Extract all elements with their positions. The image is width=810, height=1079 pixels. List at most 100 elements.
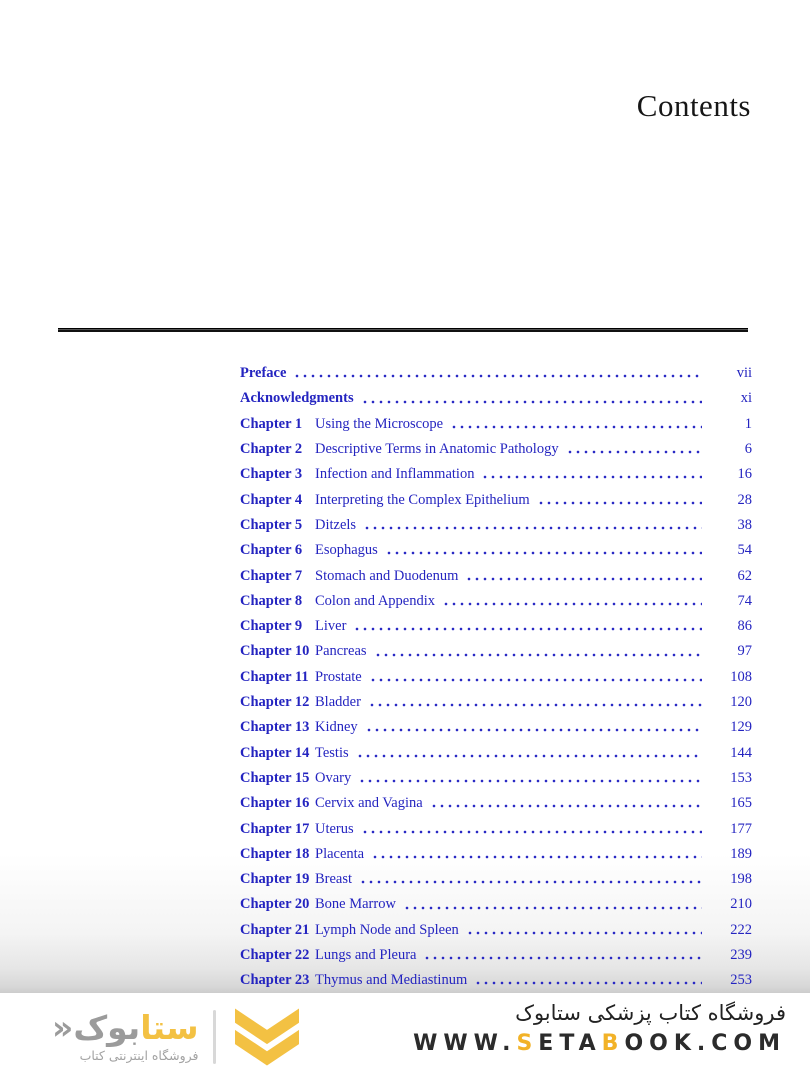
toc-entry: Chapter 20 Bone Marrow 210	[240, 888, 752, 913]
toc-entry-label: Chapter 12	[240, 694, 310, 711]
toc-entry-title: Testis	[315, 744, 349, 761]
toc-entry-label: Chapter 4	[240, 491, 303, 508]
toc-entry: Chapter 11 Prostate 108	[240, 661, 752, 686]
toc-entry-page-number: 74	[737, 592, 753, 609]
toc-entry-label: Chapter 15	[240, 769, 310, 786]
toc-entry: Chapter 18 Placenta 189	[240, 838, 752, 863]
toc-list: Preface vii Acknowledgments xi Chapter 1 Usin…	[240, 357, 752, 989]
dot-leader	[360, 829, 702, 834]
dot-leader	[402, 905, 702, 910]
toc-entry-title: Colon and Appendix	[315, 592, 436, 609]
toc-entry: Chapter 17 Uterus 177	[240, 812, 752, 837]
dot-leader	[465, 576, 702, 581]
url-part: ETA	[538, 1031, 602, 1056]
toc-entry-label: Chapter 2	[240, 441, 303, 458]
toc-entry-page-number: 54	[737, 542, 753, 559]
toc-entry: Chapter 16 Cervix and Vagina 165	[240, 787, 752, 812]
toc-entry-title: Stomach and Duodenum	[315, 567, 459, 584]
toc-entry-label: Chapter 7	[240, 567, 303, 584]
toc-entry-label: Chapter 21	[240, 921, 310, 938]
toc-entry-page-number: 108	[730, 668, 752, 685]
dot-leader	[423, 956, 702, 961]
toc-entry-page-number: 62	[737, 567, 753, 584]
toc-entry: Chapter 3 Infection and Inflammation 16	[240, 458, 752, 483]
toc-entry-title: Liver	[315, 618, 347, 635]
logo-divider	[212, 1010, 216, 1064]
store-name: فروشگاه کتاب پزشکی ستابوک	[515, 1001, 786, 1025]
toc-entry-title: Kidney	[315, 719, 358, 736]
dot-leader	[368, 677, 702, 682]
dot-leader	[565, 450, 702, 455]
toc-entry-page-number: 222	[730, 921, 752, 938]
toc-entry-label: Chapter 6	[240, 542, 303, 559]
dot-leader	[353, 627, 702, 632]
toc-entry-label: Chapter 17	[240, 820, 310, 837]
dot-leader	[363, 526, 702, 531]
toc-entry-label: Chapter 18	[240, 845, 310, 862]
toc-entry-page-number: xi	[740, 390, 752, 407]
toc-entry-label: Chapter 13	[240, 719, 310, 736]
dot-leader	[474, 981, 702, 986]
dot-leader	[536, 500, 702, 505]
dot-leader	[373, 652, 702, 657]
url-part: OOK.COM	[624, 1031, 786, 1056]
toc-entry-page-number: 28	[737, 491, 753, 508]
toc-entry-page-number: 144	[730, 744, 752, 761]
toc-entry: Chapter 2 Descriptive Terms in Anatomic P…	[240, 433, 752, 458]
toc-entry-label: Chapter 1	[240, 415, 303, 432]
toc-entry: Chapter 23 Thymus and Mediastinum 253	[240, 964, 752, 989]
toc-entry-label: Acknowledgments	[240, 390, 354, 407]
toc-entry-page-number: 177	[730, 820, 752, 837]
toc-entry-label: Preface	[240, 365, 287, 382]
toc-entry-label: Chapter 8	[240, 592, 303, 609]
toc-entry-page-number: vii	[736, 365, 752, 382]
toc-entry: Chapter 13 Kidney 129	[240, 711, 752, 736]
setabook-chevron-icon	[234, 1008, 299, 1066]
setabook-logo[interactable]: ستابوک« فروشگاه اینترنتی کتاب	[52, 1005, 306, 1069]
toc-entry-title: Esophagus	[315, 542, 378, 559]
toc-entry-page-number: 253	[730, 972, 752, 989]
toc-entry-title: Prostate	[315, 668, 362, 685]
toc-entry: Chapter 21 Lymph Node and Spleen 222	[240, 914, 752, 939]
website-url[interactable]: WWW.SETABOOK.COM	[413, 1031, 786, 1056]
toc-entry-title: Descriptive Terms in Anatomic Pathology	[315, 441, 559, 458]
toc-entry: Chapter 1 Using the Microscope 1	[240, 408, 752, 433]
dot-leader	[442, 601, 702, 606]
scanned-page: Contents Preface vii Acknowledgments xi Chap…	[0, 0, 810, 993]
logo-wordmark-gray-part: بوک	[73, 1008, 141, 1048]
dot-leader	[355, 753, 702, 758]
toc-entry-label: Chapter 22	[240, 947, 310, 963]
toc-entry: Preface vii	[240, 357, 752, 382]
dot-leader	[481, 475, 702, 480]
toc-entry: Chapter 15 Ovary 153	[240, 762, 752, 787]
dot-leader	[367, 703, 702, 708]
toc-entry-title: Uterus	[315, 820, 354, 837]
toc-entry-label: Chapter 10	[240, 643, 310, 660]
toc-entry-page-number: 189	[730, 845, 752, 862]
toc-entry-page-number: 6	[744, 441, 752, 458]
page-title: Contents	[636, 88, 751, 123]
toc-entry: Chapter 4 Interpreting the Complex Epithe…	[240, 483, 752, 508]
toc-entry-page-number: 38	[737, 516, 753, 533]
dot-leader	[450, 424, 702, 429]
toc-entry-title: Pancreas	[315, 643, 367, 660]
toc-entry: Chapter 22 Lungs and Pleura 239	[240, 939, 752, 964]
toc-entry-page-number: 86	[737, 618, 753, 635]
toc-entry: Chapter 14 Testis 144	[240, 736, 752, 761]
toc-entry-label: Chapter 19	[240, 871, 310, 888]
toc-entry-label: Chapter 20	[240, 896, 310, 913]
toc-entry-title: Breast	[315, 871, 353, 888]
logo-guillemet-mark: «	[52, 1008, 74, 1048]
toc-entry-title: Using the Microscope	[315, 415, 444, 432]
toc-entry: Chapter 10 Pancreas 97	[240, 635, 752, 660]
toc-entry-title: Bladder	[315, 694, 361, 711]
toc-entry-label: Chapter 11	[240, 668, 309, 685]
toc-entry-page-number: 165	[730, 795, 752, 812]
toc-entry-page-number: 1	[744, 415, 752, 432]
toc-entry-label: Chapter 5	[240, 516, 303, 533]
toc-entry-page-number: 210	[730, 896, 752, 913]
dot-leader	[384, 551, 702, 556]
toc-entry-title: Lungs and Pleura	[315, 947, 417, 963]
logo-wordmark-block: ستابوک« فروشگاه اینترنتی کتاب	[52, 1008, 199, 1062]
toc-entry: Chapter 19 Breast 198	[240, 863, 752, 888]
